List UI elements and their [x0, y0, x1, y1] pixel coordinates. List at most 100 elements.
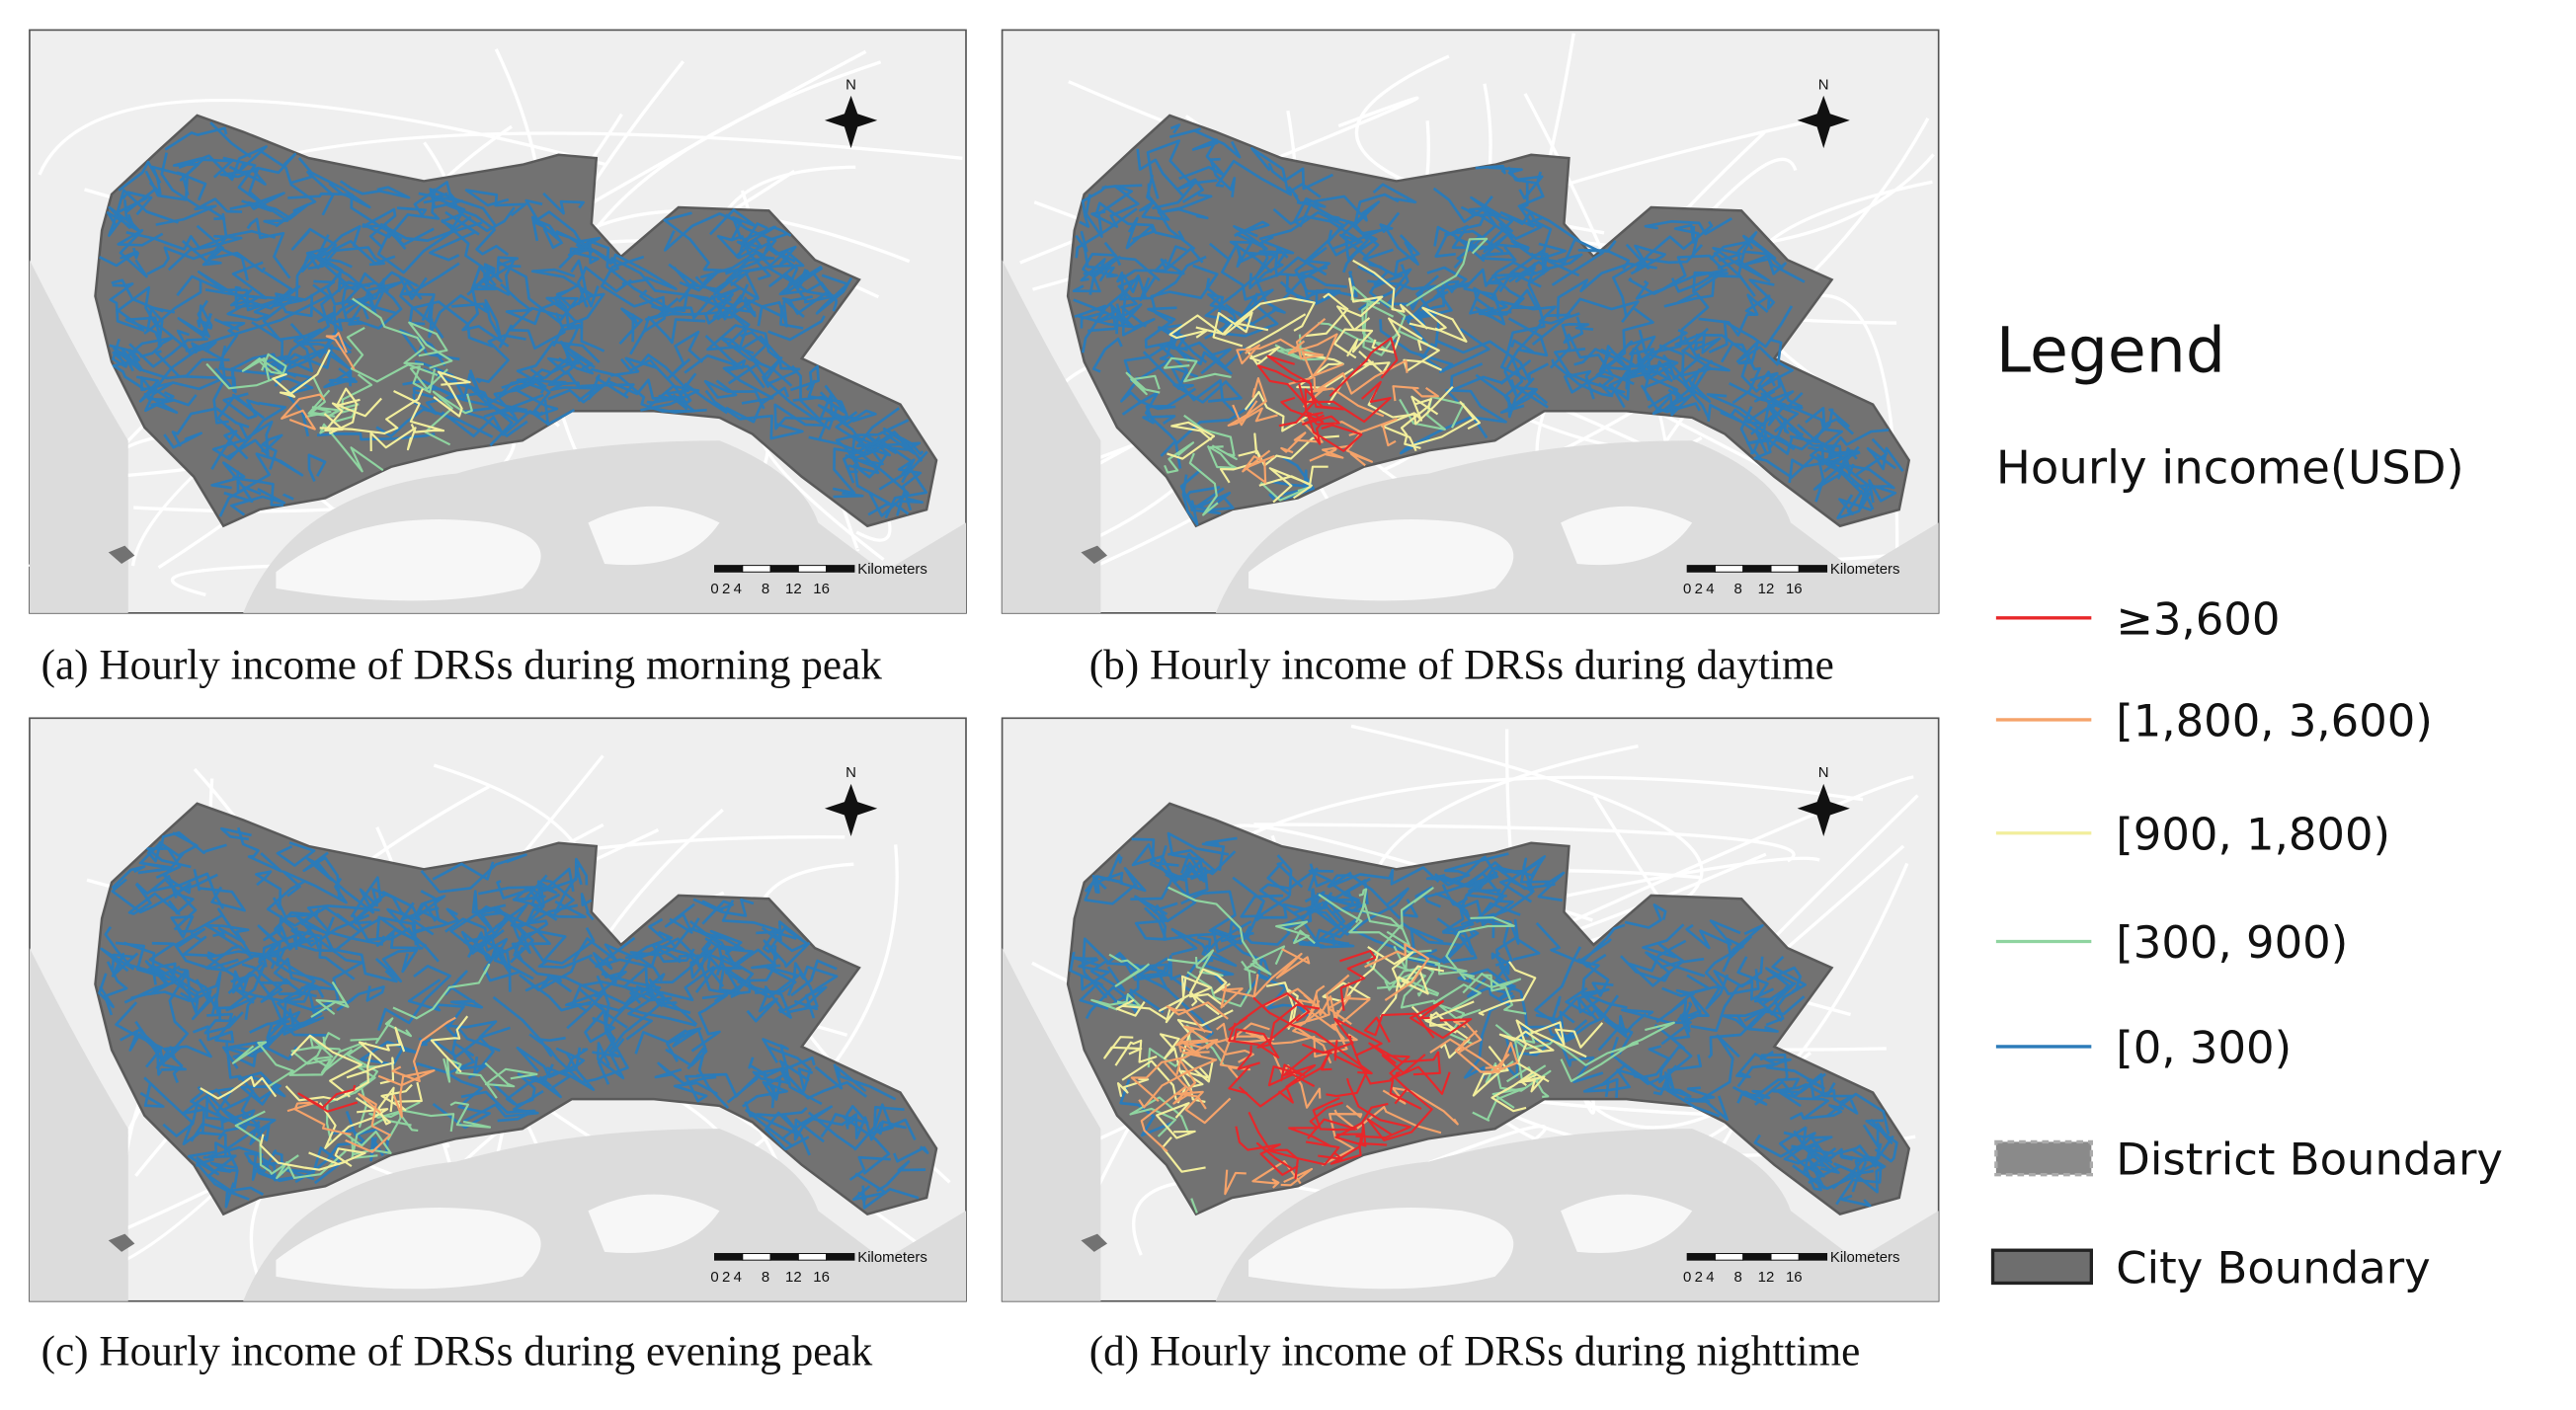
road-segment — [1808, 1161, 1868, 1185]
road-segment — [1556, 262, 1657, 319]
road-segment — [484, 298, 514, 349]
road-segment — [600, 255, 666, 335]
road-segment — [207, 229, 276, 274]
road-segment — [1166, 1001, 1229, 1034]
road-segment — [685, 952, 755, 996]
road-segment — [362, 188, 441, 239]
road-segment — [1476, 882, 1535, 923]
road-segment — [1662, 254, 1728, 290]
north-label: N — [845, 764, 856, 781]
road-segment — [210, 461, 262, 496]
road-segment — [1285, 246, 1341, 305]
scale-bar-segment — [1714, 1253, 1744, 1261]
road-segment — [200, 1075, 278, 1100]
road-segment — [1791, 1127, 1833, 1164]
road-segment — [530, 268, 595, 306]
road-segment — [1713, 956, 1764, 995]
scale-bar-segment — [1742, 1253, 1772, 1261]
road-segment — [1201, 920, 1252, 968]
scale-bar-segment — [797, 1253, 828, 1261]
road-segment — [1069, 951, 1104, 987]
scale-bar-segment — [1686, 565, 1716, 573]
road-segment — [1108, 953, 1151, 987]
road-segment — [1434, 855, 1499, 887]
road-segment — [781, 273, 829, 319]
road-segment — [98, 973, 115, 1009]
road-segment — [516, 1046, 586, 1079]
road-segment — [230, 488, 286, 516]
road-segment — [1747, 981, 1797, 1033]
road-segment — [172, 156, 233, 182]
road-segment — [1400, 398, 1432, 449]
road-segment — [704, 335, 765, 389]
road-segment — [359, 888, 435, 936]
road-segment — [1777, 1089, 1830, 1121]
road-segment — [1409, 306, 1468, 343]
road-segment — [580, 893, 595, 921]
road-segment — [651, 281, 709, 316]
road-segment — [1130, 1039, 1219, 1103]
scale-tick-label: 16 — [1786, 581, 1803, 597]
road-segment — [1228, 918, 1312, 946]
road-segment — [350, 1017, 413, 1045]
road-segment — [1344, 200, 1381, 261]
road-segment — [162, 1100, 200, 1137]
scale-bar-segment — [1742, 565, 1772, 573]
road-segment — [297, 1084, 359, 1113]
road-segment — [1577, 240, 1631, 271]
road-segment — [1258, 210, 1363, 257]
road-segment — [1495, 979, 1529, 1053]
road-segment — [1178, 1025, 1213, 1058]
road-segment — [460, 1090, 536, 1123]
road-segment — [532, 210, 613, 266]
road-segment — [1111, 954, 1181, 981]
road-segment — [351, 1118, 412, 1159]
road-segment — [1392, 385, 1439, 402]
road-segment — [1835, 1148, 1883, 1206]
road-segment — [1211, 903, 1264, 954]
road-segment — [1674, 331, 1722, 354]
road-segment — [1463, 261, 1539, 293]
road-segment — [1300, 266, 1358, 298]
road-segment — [724, 307, 801, 371]
road-segment — [1287, 333, 1338, 386]
road-segment — [1233, 220, 1270, 251]
road-segment — [1503, 356, 1549, 408]
legend-label: [0, 300) — [2116, 1022, 2292, 1074]
road-segment — [115, 941, 181, 978]
road-segment — [296, 916, 418, 953]
legend-label: [900, 1,800) — [2116, 808, 2390, 860]
road-segment — [255, 870, 282, 910]
road-segment — [1228, 991, 1311, 1032]
road-segment — [1136, 148, 1184, 197]
road-segment — [1280, 1167, 1314, 1187]
road-segment — [231, 1041, 294, 1088]
road-segment — [1748, 1077, 1801, 1100]
road-segment — [286, 1101, 352, 1136]
road-segment — [1640, 384, 1701, 414]
road-segment — [1167, 849, 1237, 881]
road-segment — [1363, 1012, 1435, 1043]
road-segment — [773, 403, 848, 431]
road-segment — [374, 948, 419, 983]
road-segment — [278, 992, 323, 1030]
road-segment — [1485, 1042, 1519, 1074]
road-segment — [1274, 247, 1328, 277]
road-segment — [1655, 992, 1710, 1024]
road-segment — [128, 313, 212, 368]
road-segment — [684, 353, 774, 405]
road-segment — [1161, 1136, 1206, 1173]
road-segment — [1116, 1077, 1150, 1097]
road-segment — [1535, 987, 1628, 1021]
road-segment — [441, 218, 520, 279]
road-segment — [118, 160, 162, 192]
road-segment — [325, 332, 356, 370]
road-segment — [307, 246, 386, 271]
road-segment — [316, 431, 436, 441]
sea-area — [1002, 260, 1939, 613]
road-segment — [1549, 323, 1594, 369]
road-segment — [1228, 1045, 1260, 1095]
road-segment — [1853, 1156, 1887, 1194]
road-segment — [1180, 890, 1251, 945]
road-segment — [1663, 273, 1716, 308]
